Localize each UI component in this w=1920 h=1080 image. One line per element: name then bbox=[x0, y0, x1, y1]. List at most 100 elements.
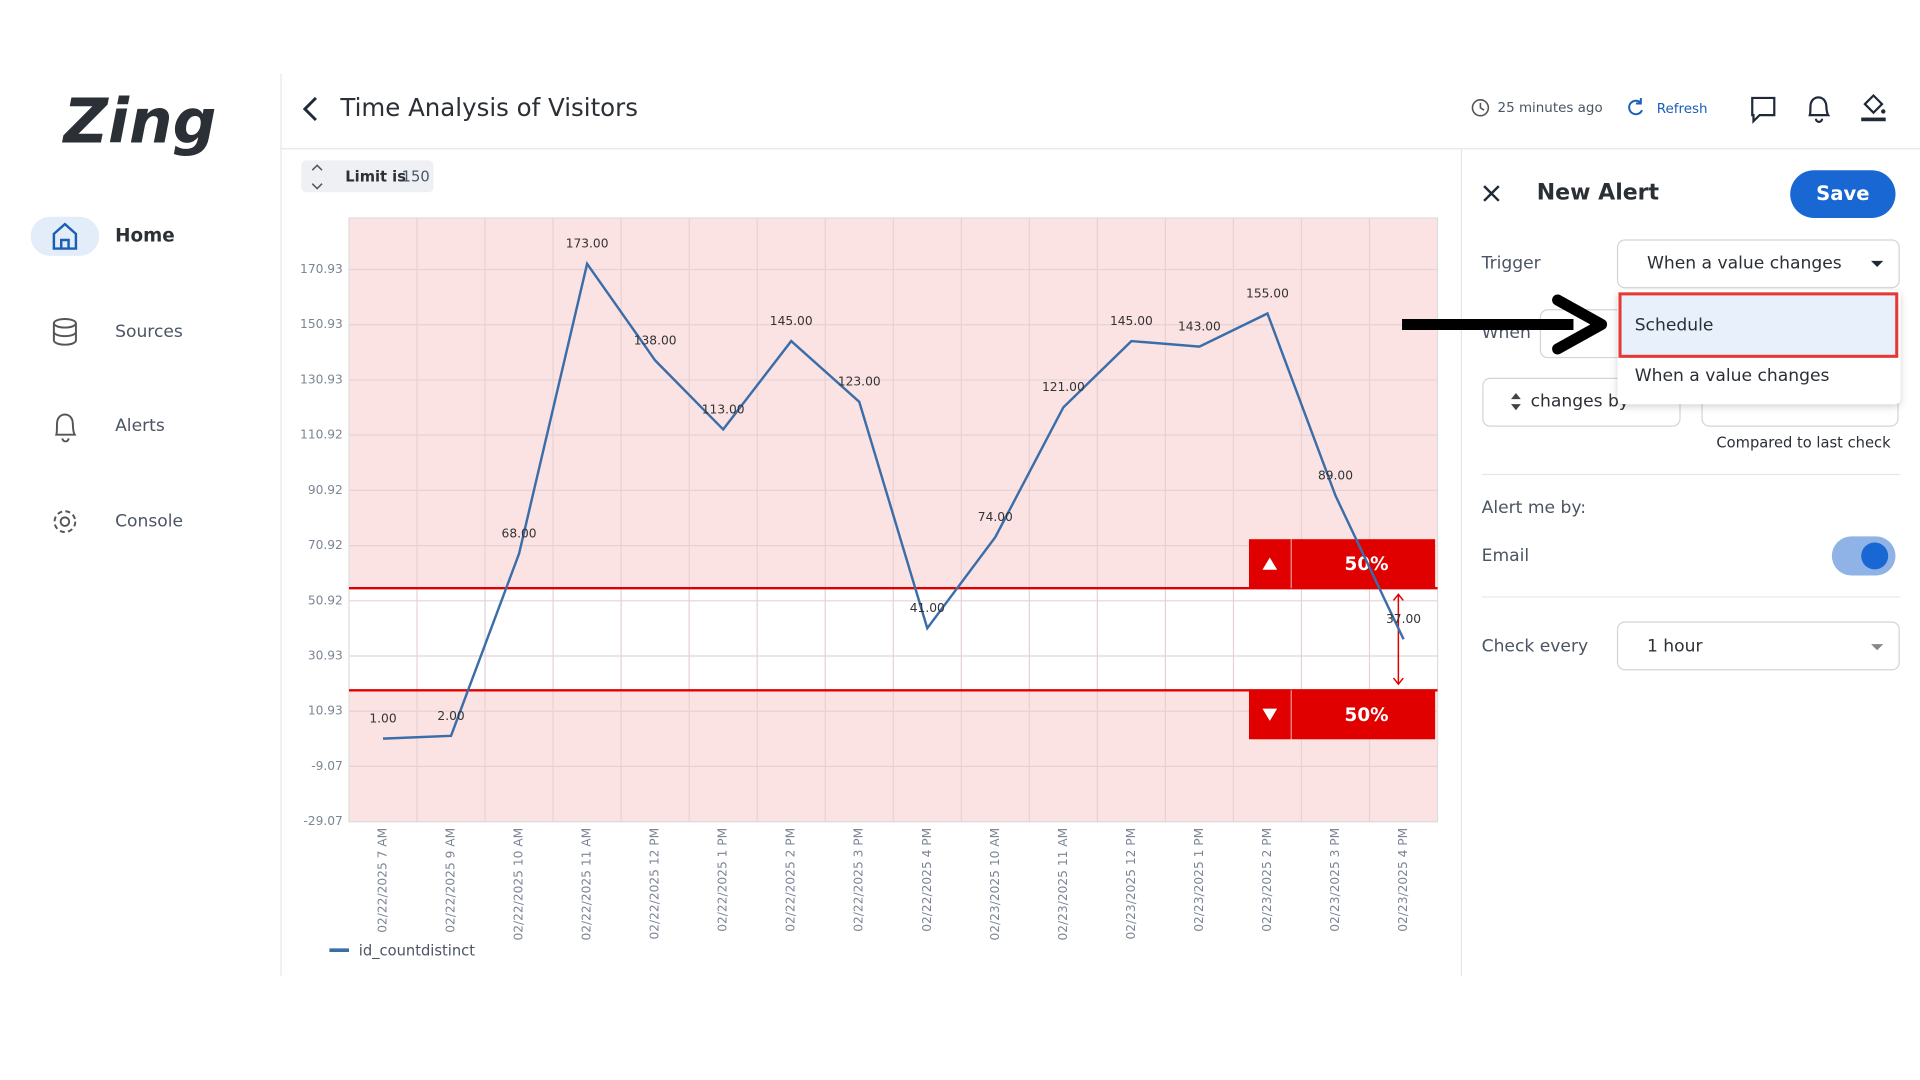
x-tick-label: 02/22/2025 7 AM bbox=[375, 828, 389, 933]
dropdown-option[interactable]: When a value changes bbox=[1635, 366, 1830, 386]
x-tick-label: 02/22/2025 4 PM bbox=[920, 828, 934, 932]
home-icon bbox=[52, 222, 78, 250]
data-label: 74.00 bbox=[978, 510, 1013, 524]
close-button[interactable] bbox=[1483, 185, 1500, 202]
limit-value: 150 bbox=[402, 169, 430, 186]
sources-icon bbox=[52, 318, 77, 346]
down-triangle bbox=[1262, 708, 1278, 721]
threshold-label: 50% bbox=[1345, 705, 1389, 726]
data-label: 145.00 bbox=[1110, 314, 1153, 328]
option-highlight[interactable] bbox=[1618, 292, 1899, 358]
nav-item[interactable]: Home bbox=[115, 225, 175, 246]
email-label: Email bbox=[1482, 546, 1530, 566]
x-tick-label: 02/23/2025 10 AM bbox=[988, 828, 1002, 941]
range-arrow bbox=[1392, 593, 1404, 686]
y-tick-label: 170.93 bbox=[300, 262, 343, 276]
x-tick-label: 02/23/2025 3 PM bbox=[1328, 828, 1342, 932]
check-every-select[interactable] bbox=[1616, 621, 1900, 671]
x-tick-label: 02/22/2025 2 PM bbox=[784, 828, 798, 932]
data-label: 89.00 bbox=[1318, 469, 1353, 483]
trigger-value[interactable]: When a value changes bbox=[1647, 253, 1842, 273]
clock-icon bbox=[1471, 99, 1490, 117]
up-triangle bbox=[1262, 557, 1278, 570]
nav-active-pill bbox=[30, 216, 100, 256]
notifications-icon[interactable] bbox=[1808, 96, 1831, 123]
compared-note: Compared to last check bbox=[1716, 434, 1891, 451]
data-label: 173.00 bbox=[566, 237, 609, 251]
threshold-label: 50% bbox=[1345, 554, 1389, 575]
data-label: 2.00 bbox=[437, 709, 464, 723]
y-tick-label: -9.07 bbox=[311, 759, 343, 773]
data-label: 123.00 bbox=[838, 375, 881, 389]
panel-title: New Alert bbox=[1537, 180, 1660, 205]
trigger-select[interactable] bbox=[1616, 239, 1900, 289]
x-tick-label: 02/22/2025 10 AM bbox=[512, 828, 526, 941]
annotation-arrow bbox=[1402, 294, 1608, 355]
x-tick-label: 02/23/2025 2 PM bbox=[1260, 828, 1274, 932]
page-title: Time Analysis of Visitors bbox=[339, 93, 638, 122]
alert-me-by: Alert me by: bbox=[1482, 498, 1586, 518]
comments-icon[interactable] bbox=[1751, 96, 1776, 124]
limit-chip[interactable] bbox=[301, 160, 434, 193]
theme-icon[interactable] bbox=[1861, 93, 1886, 122]
data-label: 37.00 bbox=[1386, 612, 1421, 626]
threshold-badge bbox=[1248, 539, 1436, 589]
series-line bbox=[382, 260, 1405, 740]
y-tick-label: 130.93 bbox=[300, 372, 343, 386]
y-tick-label: 90.92 bbox=[308, 483, 343, 497]
select-caret bbox=[1871, 644, 1884, 651]
x-tick-label: 02/22/2025 1 PM bbox=[716, 828, 730, 932]
collapse-icon[interactable] bbox=[311, 164, 323, 190]
x-tick-label: 02/22/2025 9 AM bbox=[444, 828, 458, 933]
dropdown-option[interactable]: Schedule bbox=[1635, 316, 1714, 336]
refresh-button[interactable]: Refresh bbox=[1657, 102, 1708, 117]
y-tick-label: -29.07 bbox=[303, 814, 342, 828]
back-button[interactable] bbox=[302, 96, 317, 122]
data-label: 138.00 bbox=[634, 333, 677, 347]
x-tick-label: 02/23/2025 11 AM bbox=[1056, 828, 1070, 941]
check-every-value[interactable]: 1 hour bbox=[1647, 637, 1704, 657]
y-tick-label: 30.93 bbox=[308, 648, 343, 662]
x-tick-label: 02/22/2025 12 PM bbox=[648, 828, 662, 940]
nav-item[interactable]: Sources bbox=[115, 322, 183, 342]
x-tick-label: 02/23/2025 1 PM bbox=[1192, 828, 1206, 932]
nav-item[interactable]: Console bbox=[115, 512, 183, 532]
limit-label: Limit is bbox=[345, 169, 406, 186]
data-label: 1.00 bbox=[369, 712, 396, 726]
select-caret bbox=[1871, 260, 1884, 267]
nav-item[interactable]: Alerts bbox=[115, 416, 165, 436]
data-label: 41.00 bbox=[910, 601, 945, 615]
chart: -29.07 -9.07 10.93 30.93 50.92 70.92 90.92 110.… bbox=[300, 217, 1439, 959]
y-tick-label: 150.93 bbox=[300, 317, 343, 331]
changes-by[interactable]: changes by bbox=[1531, 392, 1629, 412]
x-tick-label: 02/23/2025 12 PM bbox=[1124, 828, 1138, 940]
data-label: 143.00 bbox=[1178, 320, 1221, 334]
trigger-label: Trigger bbox=[1481, 253, 1542, 273]
updated-time: 25 minutes ago bbox=[1498, 101, 1603, 116]
x-tick-label: 02/22/2025 3 PM bbox=[852, 828, 866, 932]
plot-border bbox=[348, 217, 1439, 823]
console-icon bbox=[53, 510, 77, 534]
save-label[interactable]: Save bbox=[1816, 182, 1869, 205]
save-button[interactable] bbox=[1790, 170, 1896, 218]
y-tick-label: 110.92 bbox=[300, 428, 343, 442]
refresh-icon[interactable] bbox=[1628, 97, 1643, 116]
logo: Zing bbox=[62, 87, 217, 158]
data-label: 155.00 bbox=[1246, 286, 1289, 300]
sort-icon bbox=[1511, 393, 1521, 411]
x-tick-label: 02/23/2025 4 PM bbox=[1396, 828, 1410, 932]
y-tick-label: 10.93 bbox=[308, 704, 343, 718]
toggle-knob bbox=[1861, 542, 1889, 570]
y-tick-label: 70.92 bbox=[308, 538, 343, 552]
threshold-badge bbox=[1248, 690, 1436, 740]
data-label: 68.00 bbox=[502, 527, 537, 541]
data-label: 113.00 bbox=[702, 402, 745, 416]
check-every-label: Check every bbox=[1482, 637, 1589, 657]
data-label: 121.00 bbox=[1042, 380, 1085, 394]
x-tick-label: 02/22/2025 11 AM bbox=[580, 828, 594, 941]
y-tick-label: 50.92 bbox=[308, 593, 343, 607]
alerts-icon bbox=[54, 413, 77, 443]
